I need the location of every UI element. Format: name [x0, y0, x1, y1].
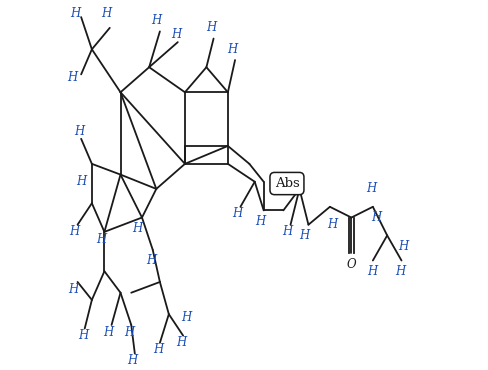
- Text: H: H: [69, 225, 80, 238]
- Text: H: H: [176, 336, 186, 349]
- Text: H: H: [299, 229, 309, 242]
- Text: H: H: [153, 343, 163, 356]
- Text: H: H: [366, 182, 376, 195]
- Text: H: H: [124, 326, 135, 339]
- Text: H: H: [71, 7, 81, 20]
- Text: H: H: [367, 265, 377, 278]
- Text: H: H: [171, 28, 181, 41]
- Text: H: H: [78, 329, 88, 342]
- Text: H: H: [103, 326, 114, 339]
- Text: H: H: [68, 283, 78, 296]
- Text: H: H: [96, 232, 106, 246]
- Text: H: H: [232, 208, 243, 221]
- Text: H: H: [76, 175, 86, 188]
- Text: H: H: [327, 218, 338, 231]
- Text: O: O: [346, 258, 356, 270]
- Text: H: H: [67, 71, 77, 84]
- Text: H: H: [133, 222, 143, 235]
- Text: H: H: [282, 225, 292, 238]
- Text: H: H: [101, 7, 111, 20]
- Text: H: H: [255, 215, 265, 228]
- Text: H: H: [146, 254, 157, 267]
- Text: H: H: [182, 311, 192, 324]
- Text: H: H: [206, 21, 216, 34]
- Text: Abs: Abs: [275, 177, 299, 190]
- Text: H: H: [151, 14, 162, 27]
- Text: H: H: [396, 265, 406, 278]
- Text: H: H: [399, 240, 409, 253]
- Text: H: H: [127, 354, 138, 367]
- Text: H: H: [227, 43, 238, 56]
- Text: H: H: [371, 211, 382, 224]
- Text: H: H: [74, 125, 84, 138]
